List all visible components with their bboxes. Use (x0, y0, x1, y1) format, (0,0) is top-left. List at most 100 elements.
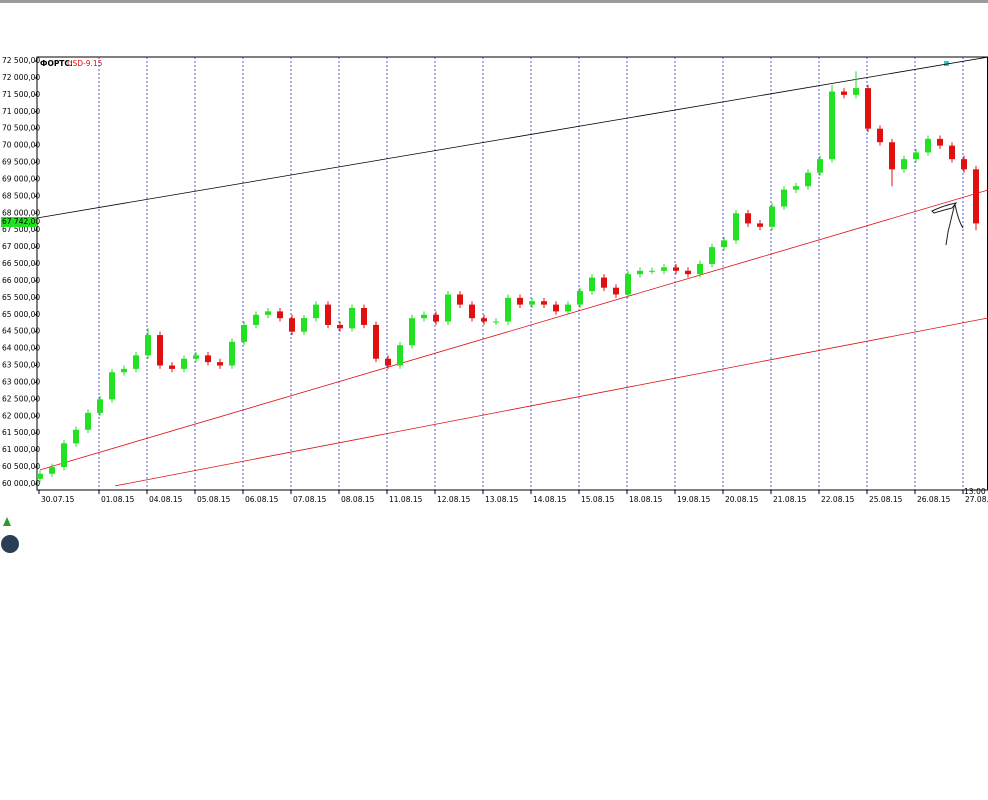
trend-lines (37, 57, 988, 487)
candle-body (493, 321, 499, 323)
y-tick-label: 66 000,00 (2, 276, 40, 285)
candle-body (301, 318, 307, 332)
candle-body (97, 399, 103, 413)
candle-body (253, 314, 259, 325)
candle-body (637, 270, 643, 275)
y-tick-label: 68 500,00 (2, 191, 40, 200)
chart-title-prefix: ФОРТС: (40, 59, 73, 68)
candle-body (349, 308, 355, 329)
candle-body (877, 128, 883, 143)
candle-body (505, 297, 511, 322)
x-tick-label: 25.08.15 (869, 495, 903, 504)
current-price-label: 67 742,00 (2, 217, 40, 226)
x-tick-label: 11.08.15 (389, 495, 423, 504)
x-tick-label: 01.08.15 (101, 495, 135, 504)
y-tick-label: 69 000,00 (2, 174, 40, 183)
y-tick-label: 65 000,00 (2, 310, 40, 319)
candle-body (325, 304, 331, 325)
candle-body (925, 138, 931, 153)
x-tick-label: 07.08.15 (293, 495, 327, 504)
x-tick-label: 15.08.15 (581, 495, 615, 504)
y-tick-label: 64 500,00 (2, 327, 40, 336)
candle-body (313, 304, 319, 319)
y-tick-label: 71 000,00 (2, 107, 40, 116)
candle-body (853, 88, 859, 95)
y-tick-label: 70 000,00 (2, 141, 40, 150)
candle-body (385, 358, 391, 366)
x-tick-label: 08.08.15 (341, 495, 375, 504)
y-tick-label: 60 000,00 (2, 479, 40, 488)
candle-body (409, 318, 415, 346)
candle-body (937, 138, 943, 146)
y-tick-label: 63 000,00 (2, 377, 40, 386)
candle-body (229, 341, 235, 366)
x-tick-label: 26.08.15 (917, 495, 951, 504)
x-tick-label: 27.08.1 (965, 495, 988, 504)
candle-body (541, 301, 547, 305)
candle-body (277, 311, 283, 319)
candle-body (193, 355, 199, 359)
candle-body (949, 145, 955, 160)
y-tick-label: 67 500,00 (2, 225, 40, 234)
candle-body (241, 324, 247, 342)
x-tick-label: 12.08.15 (437, 495, 471, 504)
y-tick-label: 62 000,00 (2, 411, 40, 420)
candle-body (757, 223, 763, 227)
trend-line (37, 57, 988, 219)
candle-body (121, 368, 127, 373)
y-tick-label: 68 000,00 (2, 208, 40, 217)
x-tick-label: 19.08.15 (677, 495, 711, 504)
candle-body (805, 172, 811, 187)
candle-body (589, 277, 595, 292)
candle-body (817, 159, 823, 173)
candle-body (469, 304, 475, 319)
candle-body (685, 270, 691, 275)
x-tick-label: 21.08.15 (773, 495, 807, 504)
candle-body (481, 318, 487, 322)
candle-body (61, 443, 67, 467)
candle-body (265, 311, 271, 315)
candle-body (517, 297, 523, 305)
x-tick-label: 06.08.15 (245, 495, 279, 504)
trend-line (114, 317, 988, 487)
chart-title: USD-9.15 (67, 59, 103, 68)
plot-frame (36, 56, 988, 491)
candle-body (529, 301, 535, 305)
annotation: 13:00 (964, 487, 986, 496)
y-tick-label: 65 500,00 (2, 293, 40, 302)
candle-body (721, 240, 727, 248)
candle-body (961, 159, 967, 170)
y-tick-label: 71 500,00 (2, 90, 40, 99)
candle-body (733, 213, 739, 241)
candle-body (49, 466, 55, 474)
x-tick-label: 30.07.15 (41, 495, 75, 504)
marker (944, 61, 949, 66)
candle-body (433, 314, 439, 322)
candle-body (901, 159, 907, 170)
icon (3, 517, 11, 526)
y-tick-label: 61 500,00 (2, 428, 40, 437)
candle-body (337, 324, 343, 329)
candle-body (73, 429, 79, 444)
candle-body (613, 287, 619, 295)
candle-body (769, 206, 775, 227)
icon (1, 535, 19, 553)
candle-body (829, 91, 835, 160)
candle-body (109, 372, 115, 400)
candle-body (565, 304, 571, 312)
candle-body (841, 91, 847, 95)
left-icons (1, 517, 19, 553)
candle-body (157, 335, 163, 366)
y-tick-label: 66 500,00 (2, 259, 40, 268)
x-tick-label: 04.08.15 (149, 495, 183, 504)
candle-body (673, 267, 679, 271)
y-tick-label: 72 000,00 (2, 73, 40, 82)
candle-body (601, 277, 607, 288)
candle-body (697, 264, 703, 275)
candle-body (457, 294, 463, 305)
candle-body (553, 304, 559, 312)
y-tick-label: 72 500,00 (2, 56, 40, 65)
top-bar (0, 0, 988, 3)
current-price-box (1, 217, 37, 228)
